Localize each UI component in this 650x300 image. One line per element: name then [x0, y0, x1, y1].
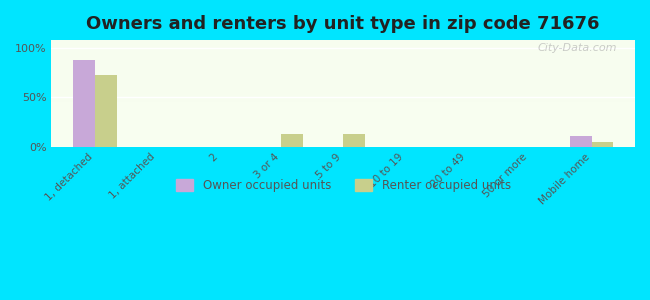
Bar	[570, 136, 592, 147]
Text: City-Data.com: City-Data.com	[538, 43, 617, 53]
Bar	[281, 134, 303, 147]
Bar	[73, 60, 95, 147]
Title: Owners and renters by unit type in zip code 71676: Owners and renters by unit type in zip c…	[86, 15, 600, 33]
Legend: Owner occupied units, Renter occupied units: Owner occupied units, Renter occupied un…	[171, 174, 515, 196]
Bar	[592, 142, 613, 147]
Bar	[343, 134, 365, 147]
Bar	[95, 75, 116, 147]
